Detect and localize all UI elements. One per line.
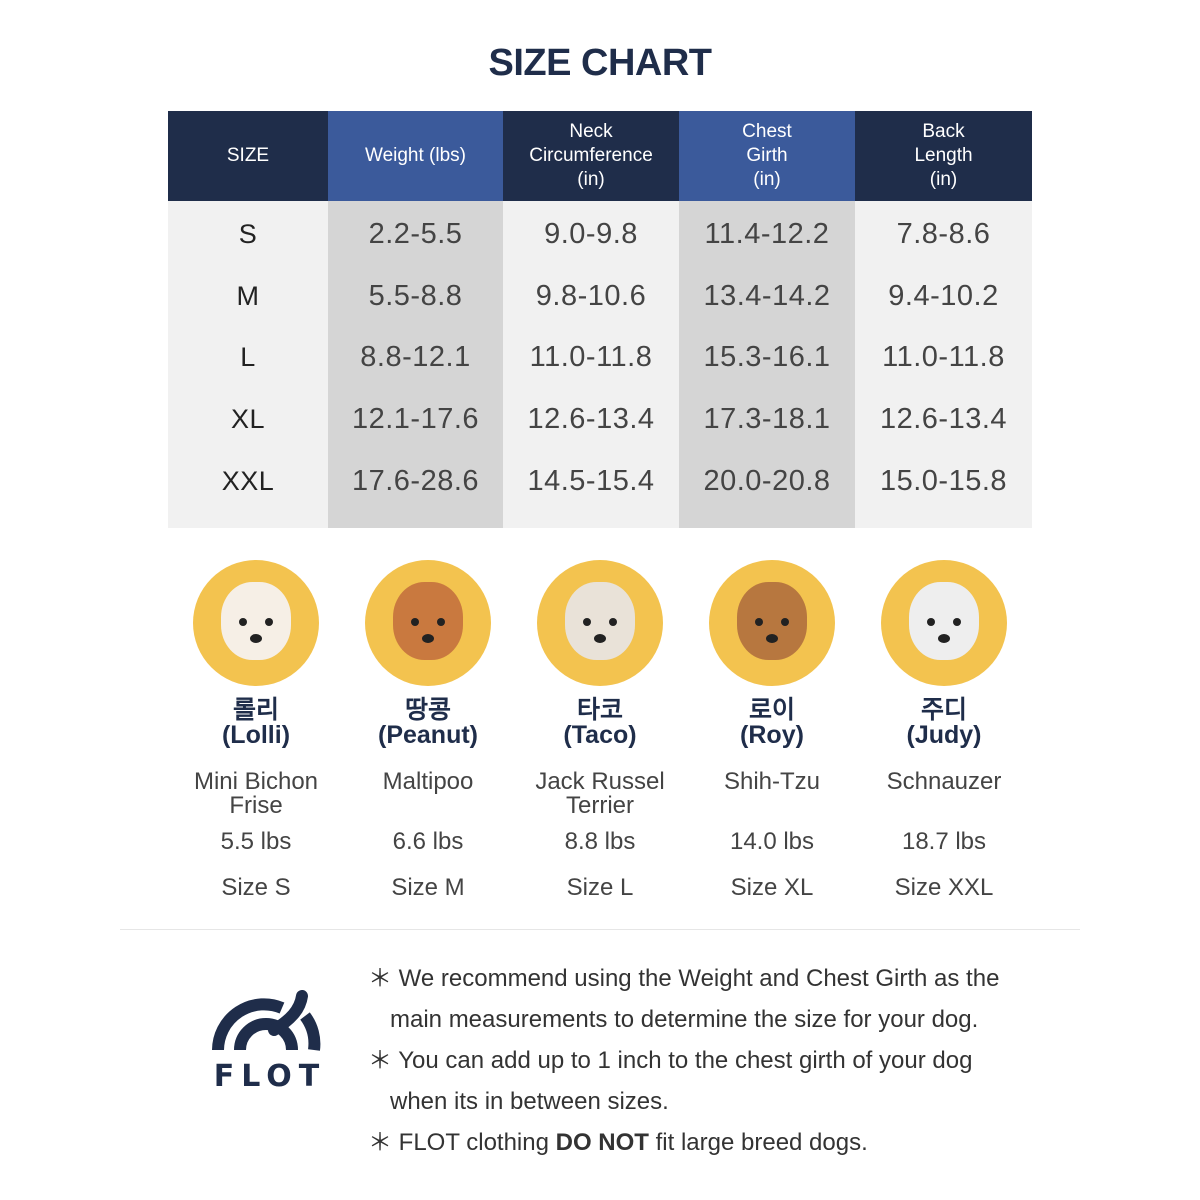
dog-name: (Peanut) — [378, 721, 478, 749]
dog-card: 땅콩 (Peanut) Maltipoo 6.6 lbs Size M — [342, 560, 514, 902]
dog-korean-name: 땅콩 — [404, 696, 451, 724]
table-cell: 8.8-12.1 — [360, 341, 471, 374]
note-3-text: ＊ FLOT clothing — [368, 1129, 556, 1156]
dog-size: Size L — [566, 874, 634, 901]
flot-logo: FLOT — [210, 990, 330, 1095]
table-cell: 11.4-12.2 — [704, 218, 830, 251]
dog-name: (Taco) — [563, 721, 637, 749]
page-title: SIZE CHART — [488, 42, 713, 84]
example-dogs: 롤리 (Lolli) Mini Bichon Frise 5.5 lbs Siz… — [170, 560, 1030, 902]
table-cell: XXL — [221, 465, 275, 496]
note-1-line-1: ＊ We recommend using the Weight and Ches… — [368, 965, 1000, 992]
note-1-line-2: main measurements to determine the size … — [390, 1006, 979, 1033]
table-cell: 17.6-28.6 — [351, 464, 480, 497]
dog-card: 롤리 (Lolli) Mini Bichon Frise 5.5 lbs Siz… — [170, 560, 342, 902]
dog-breed: Shih-Tzu — [723, 768, 821, 795]
dog-weight: 5.5 lbs — [220, 828, 292, 855]
table-cell: 7.8-8.6 — [896, 218, 991, 251]
dog-size: Size XXL — [894, 874, 994, 901]
table-cell: XL — [230, 404, 266, 435]
notes: ＊ We recommend using the Weight and Ches… — [368, 958, 1068, 1163]
table-cell: 12.6-13.4 — [879, 403, 1008, 436]
header-weight: Weight (lbs) — [328, 111, 503, 201]
table-cell: 15.3-16.1 — [703, 341, 831, 374]
header-back: Back Length (in) — [855, 111, 1032, 201]
dog-breed: Jack Russel Terrier — [535, 768, 665, 819]
dog-weight: 8.8 lbs — [564, 828, 636, 855]
dog-photo — [881, 560, 1007, 686]
table-cell: 11.0-11.8 — [882, 341, 1005, 374]
table-cell: 5.5-8.8 — [368, 279, 463, 312]
dog-photo — [709, 560, 835, 686]
table-cell: 12.1-17.6 — [351, 403, 480, 436]
table-column: 2.2-5.5 5.5-8.8 8.8-12.1 12.1-17.6 17.6-28.6 — [328, 201, 503, 528]
dog-name: (Roy) — [740, 721, 804, 749]
table-cell: 12.6-13.4 — [527, 403, 655, 436]
logo-text: FLOT — [214, 1059, 327, 1090]
dog-weight: 14.0 lbs — [729, 828, 815, 855]
table-cell: 9.4-10.2 — [888, 279, 999, 312]
table-cell: L — [240, 342, 256, 373]
table-cell: 15.0-15.8 — [879, 464, 1008, 497]
dog-weight: 18.7 lbs — [901, 828, 987, 855]
dog-weight: 6.6 lbs — [392, 828, 464, 855]
table-cell: 9.0-9.8 — [544, 218, 638, 251]
table-body: S M L XL XXL 2.2-5.5 5.5-8.8 8.8-12.1 12.1-17.6 1… — [168, 201, 1032, 528]
header-chest: Chest Girth (in) — [679, 111, 855, 201]
size-chart-table: SIZE Weight (lbs) Neck Circumference (in… — [168, 111, 1032, 528]
table-cell: 2.2-5.5 — [368, 218, 463, 251]
dog-korean-name: 타코 — [576, 696, 623, 724]
dog-size: Size M — [391, 874, 465, 901]
table-column: 9.0-9.8 9.8-10.6 11.0-11.8 12.6-13.4 14.5-15… — [503, 201, 679, 528]
header-size: SIZE — [168, 111, 328, 201]
dog-photo — [193, 560, 319, 686]
table-column: S M L XL XXL — [168, 201, 328, 528]
table-cell: 9.8-10.6 — [535, 279, 647, 312]
dog-korean-name: 롤리 — [232, 696, 279, 724]
dog-size: Size XL — [730, 874, 814, 901]
note-2-line-1: ＊ You can add up to 1 inch to the chest … — [368, 1047, 973, 1074]
table-column: 11.4-12.2 13.4-14.2 15.3-16.1 17.3-18.1 20.0… — [679, 201, 855, 528]
dog-korean-name: 로이 — [748, 696, 795, 724]
table-cell: S — [238, 219, 258, 250]
dog-photo — [365, 560, 491, 686]
header-neck: Neck Circumference (in) — [503, 111, 679, 201]
divider — [120, 929, 1080, 930]
dog-card: 로이 (Roy) Shih-Tzu 14.0 lbs Size XL — [686, 560, 858, 902]
table-column: 7.8-8.6 9.4-10.2 11.0-11.8 12.6-13.4 15.0-15… — [855, 201, 1032, 528]
dog-photo — [537, 560, 663, 686]
note-2-line-2: when its in between sizes. — [390, 1088, 669, 1115]
note-3-emphasis: DO NOT — [555, 1129, 649, 1156]
table-header-row: SIZE Weight (lbs) Neck Circumference (in… — [168, 111, 1032, 201]
dog-korean-name: 주디 — [920, 696, 967, 724]
table-cell: 13.4-14.2 — [703, 279, 831, 312]
note-3: ＊ FLOT clothing DO NOT fit large breed d… — [368, 1122, 1068, 1163]
dog-breed: Maltipoo — [382, 768, 474, 795]
dog-breed: Schnauzer — [886, 768, 1002, 795]
table-cell: 20.0-20.8 — [703, 464, 831, 497]
table-cell: M — [236, 280, 260, 311]
dog-breed: Mini Bichon Frise — [193, 768, 319, 819]
note-3-text-end: fit large breed dogs. — [648, 1129, 868, 1156]
table-cell: 17.3-18.1 — [703, 403, 831, 436]
dog-card: 주디 (Judy) Schnauzer 18.7 lbs Size XXL — [858, 560, 1030, 902]
table-cell: 11.0-11.8 — [529, 341, 653, 374]
dog-name: (Lolli) — [221, 721, 291, 749]
table-cell: 14.5-15.4 — [527, 464, 655, 497]
dog-size: Size S — [221, 874, 291, 901]
dog-card: 타코 (Taco) Jack Russel Terrier 8.8 lbs Si… — [514, 560, 686, 902]
dog-name: (Judy) — [906, 721, 982, 749]
